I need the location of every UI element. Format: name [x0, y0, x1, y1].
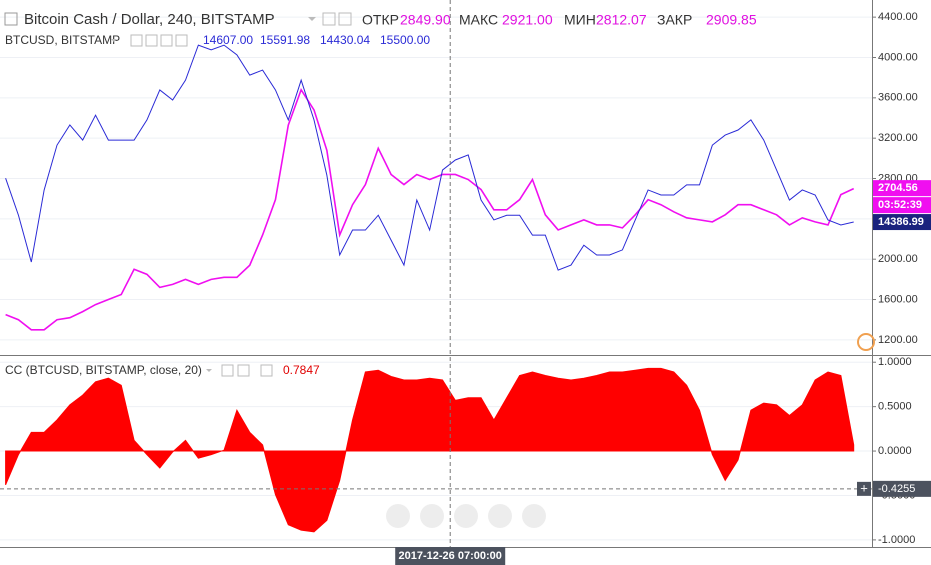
hide-icon[interactable]: [221, 364, 234, 377]
y-tick-label: 3200.00: [878, 132, 918, 144]
close-icon[interactable]: [260, 364, 273, 377]
hide-icon[interactable]: [130, 34, 143, 47]
price-line: [5, 87, 855, 331]
y-tick-label: 0.5000: [878, 401, 912, 413]
hide-icon[interactable]: [322, 12, 336, 26]
last-price-box: [873, 180, 931, 197]
open-label: ОТКР: [362, 12, 399, 28]
dropdown-icon[interactable]: [111, 39, 117, 42]
last-price-label: 2704.56: [878, 182, 918, 194]
add-icon[interactable]: [160, 34, 173, 47]
last-price-label: 14386.99: [878, 216, 924, 228]
crosshair-x-label: 2017-12-26 07:00:00: [399, 550, 502, 562]
y-tick-label: 0.0000: [878, 445, 912, 457]
compare-high: 15591.98: [260, 33, 310, 47]
indicator-area: [5, 367, 855, 533]
y-tick-label: 4000.00: [878, 51, 918, 63]
reset[interactable]: [454, 504, 478, 528]
indicator-title: CC (BTCUSD, BITSTAMP, close, 20): [5, 363, 202, 377]
y-tick-label: 3600.00: [878, 92, 918, 104]
dropdown-icon[interactable]: [206, 369, 212, 372]
scroll-right[interactable]: [522, 504, 546, 528]
alert-icon[interactable]: [857, 333, 875, 351]
compare-symbol: BTCUSD, BITSTAMP: [5, 33, 120, 47]
zoom-in[interactable]: [488, 504, 512, 528]
countdown-label: 03:52:39: [878, 199, 922, 211]
symbol-title: Bitcoin Cash / Dollar, 240, BITSTAMP: [24, 11, 275, 28]
last-price-box: [873, 214, 931, 231]
y-tick-label: 1600.00: [878, 293, 918, 305]
open-value: 2849.90: [400, 12, 451, 28]
crosshair-y-label: -0.4255: [878, 483, 915, 495]
scroll-left[interactable]: [386, 504, 410, 528]
close-value: 2909.85: [706, 12, 757, 28]
countdown-box: [873, 197, 931, 214]
plot: [5, 44, 855, 533]
crosshair-x-box: [395, 547, 506, 565]
settings-icon[interactable]: [145, 34, 158, 47]
y-tick-label: 2000.00: [878, 253, 918, 265]
compare-low: 14430.04: [320, 33, 370, 47]
zoom-out[interactable]: [420, 504, 444, 528]
high-value: 2921.00: [502, 12, 553, 28]
close-label: ЗАКР: [657, 12, 692, 28]
dropdown-icon[interactable]: [308, 17, 316, 21]
price-line: [5, 44, 854, 271]
crosshair-y-box: [873, 480, 931, 497]
low-label: МИН: [564, 12, 596, 28]
low-value: 2812.07: [596, 12, 647, 28]
navigation-buttons: [386, 504, 546, 528]
close-icon[interactable]: [175, 34, 188, 47]
y-tick-label: -1.0000: [878, 534, 915, 546]
high-label: МАКС: [459, 12, 498, 28]
settings-icon[interactable]: [338, 12, 352, 26]
y-tick-label: 1200.00: [878, 334, 918, 346]
collapse-button[interactable]: [4, 12, 18, 26]
indicator-value: 0.7847: [283, 363, 320, 377]
compare-open: 14607.00: [203, 33, 253, 47]
plus: +: [860, 480, 868, 495]
y-tick-label: 1.0000: [878, 356, 912, 368]
crosshair-add: [857, 481, 871, 496]
settings-icon[interactable]: [237, 364, 250, 377]
compare-close: 15500.00: [380, 33, 430, 47]
y-tick-label: 4400.00: [878, 11, 918, 23]
